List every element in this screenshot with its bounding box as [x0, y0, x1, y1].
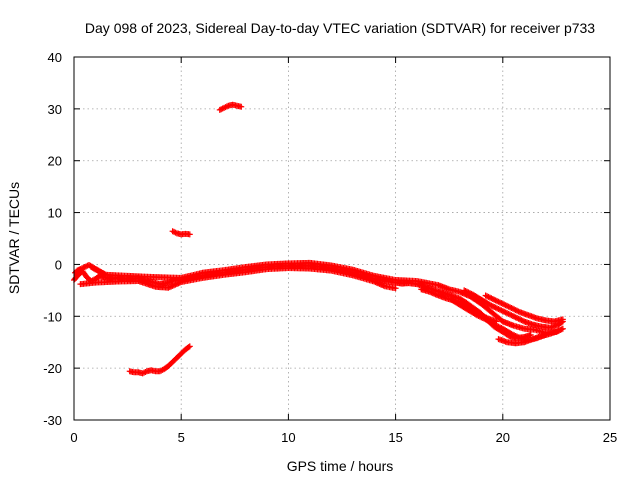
chart-title: Day 098 of 2023, Sidereal Day-to-day VTE…	[85, 20, 595, 36]
data-point	[392, 285, 399, 292]
x-tick-label: 5	[178, 430, 185, 445]
data-point	[555, 327, 562, 334]
data-point	[527, 331, 534, 338]
data-point	[186, 231, 193, 238]
x-tick-label: 20	[496, 430, 510, 445]
data-point	[493, 318, 500, 325]
x-tick-label: 0	[70, 430, 77, 445]
data-point	[172, 229, 179, 236]
x-tick-label: 15	[388, 430, 402, 445]
y-tick-label: 30	[48, 102, 62, 117]
y-tick-label: 10	[48, 206, 62, 221]
data-point	[238, 103, 245, 110]
y-axis-ticks: -30 -20 -10 0 10 20 30 40	[43, 50, 610, 428]
plot-frame	[73, 56, 611, 421]
y-tick-label: -10	[43, 309, 62, 324]
x-axis-ticks: 0 5 10 15 20 25	[70, 57, 617, 445]
y-tick-label: 0	[55, 257, 62, 272]
data-point	[559, 316, 566, 323]
y-tick-label: 40	[48, 50, 62, 65]
data-point	[142, 368, 149, 375]
y-tick-label: -30	[43, 413, 62, 428]
y-tick-label: 20	[48, 154, 62, 169]
data-point	[186, 343, 193, 350]
data-point	[185, 344, 192, 351]
x-tick-label: 25	[603, 430, 617, 445]
data-point	[559, 325, 566, 332]
data-point	[101, 270, 108, 277]
y-axis-label: SDTVAR / TECUs	[6, 182, 22, 294]
x-axis-label: GPS time / hours	[287, 458, 394, 474]
data-series	[71, 101, 566, 377]
grid-lines	[74, 57, 610, 420]
x-tick-label: 10	[281, 430, 295, 445]
y-tick-label: -20	[43, 361, 62, 376]
